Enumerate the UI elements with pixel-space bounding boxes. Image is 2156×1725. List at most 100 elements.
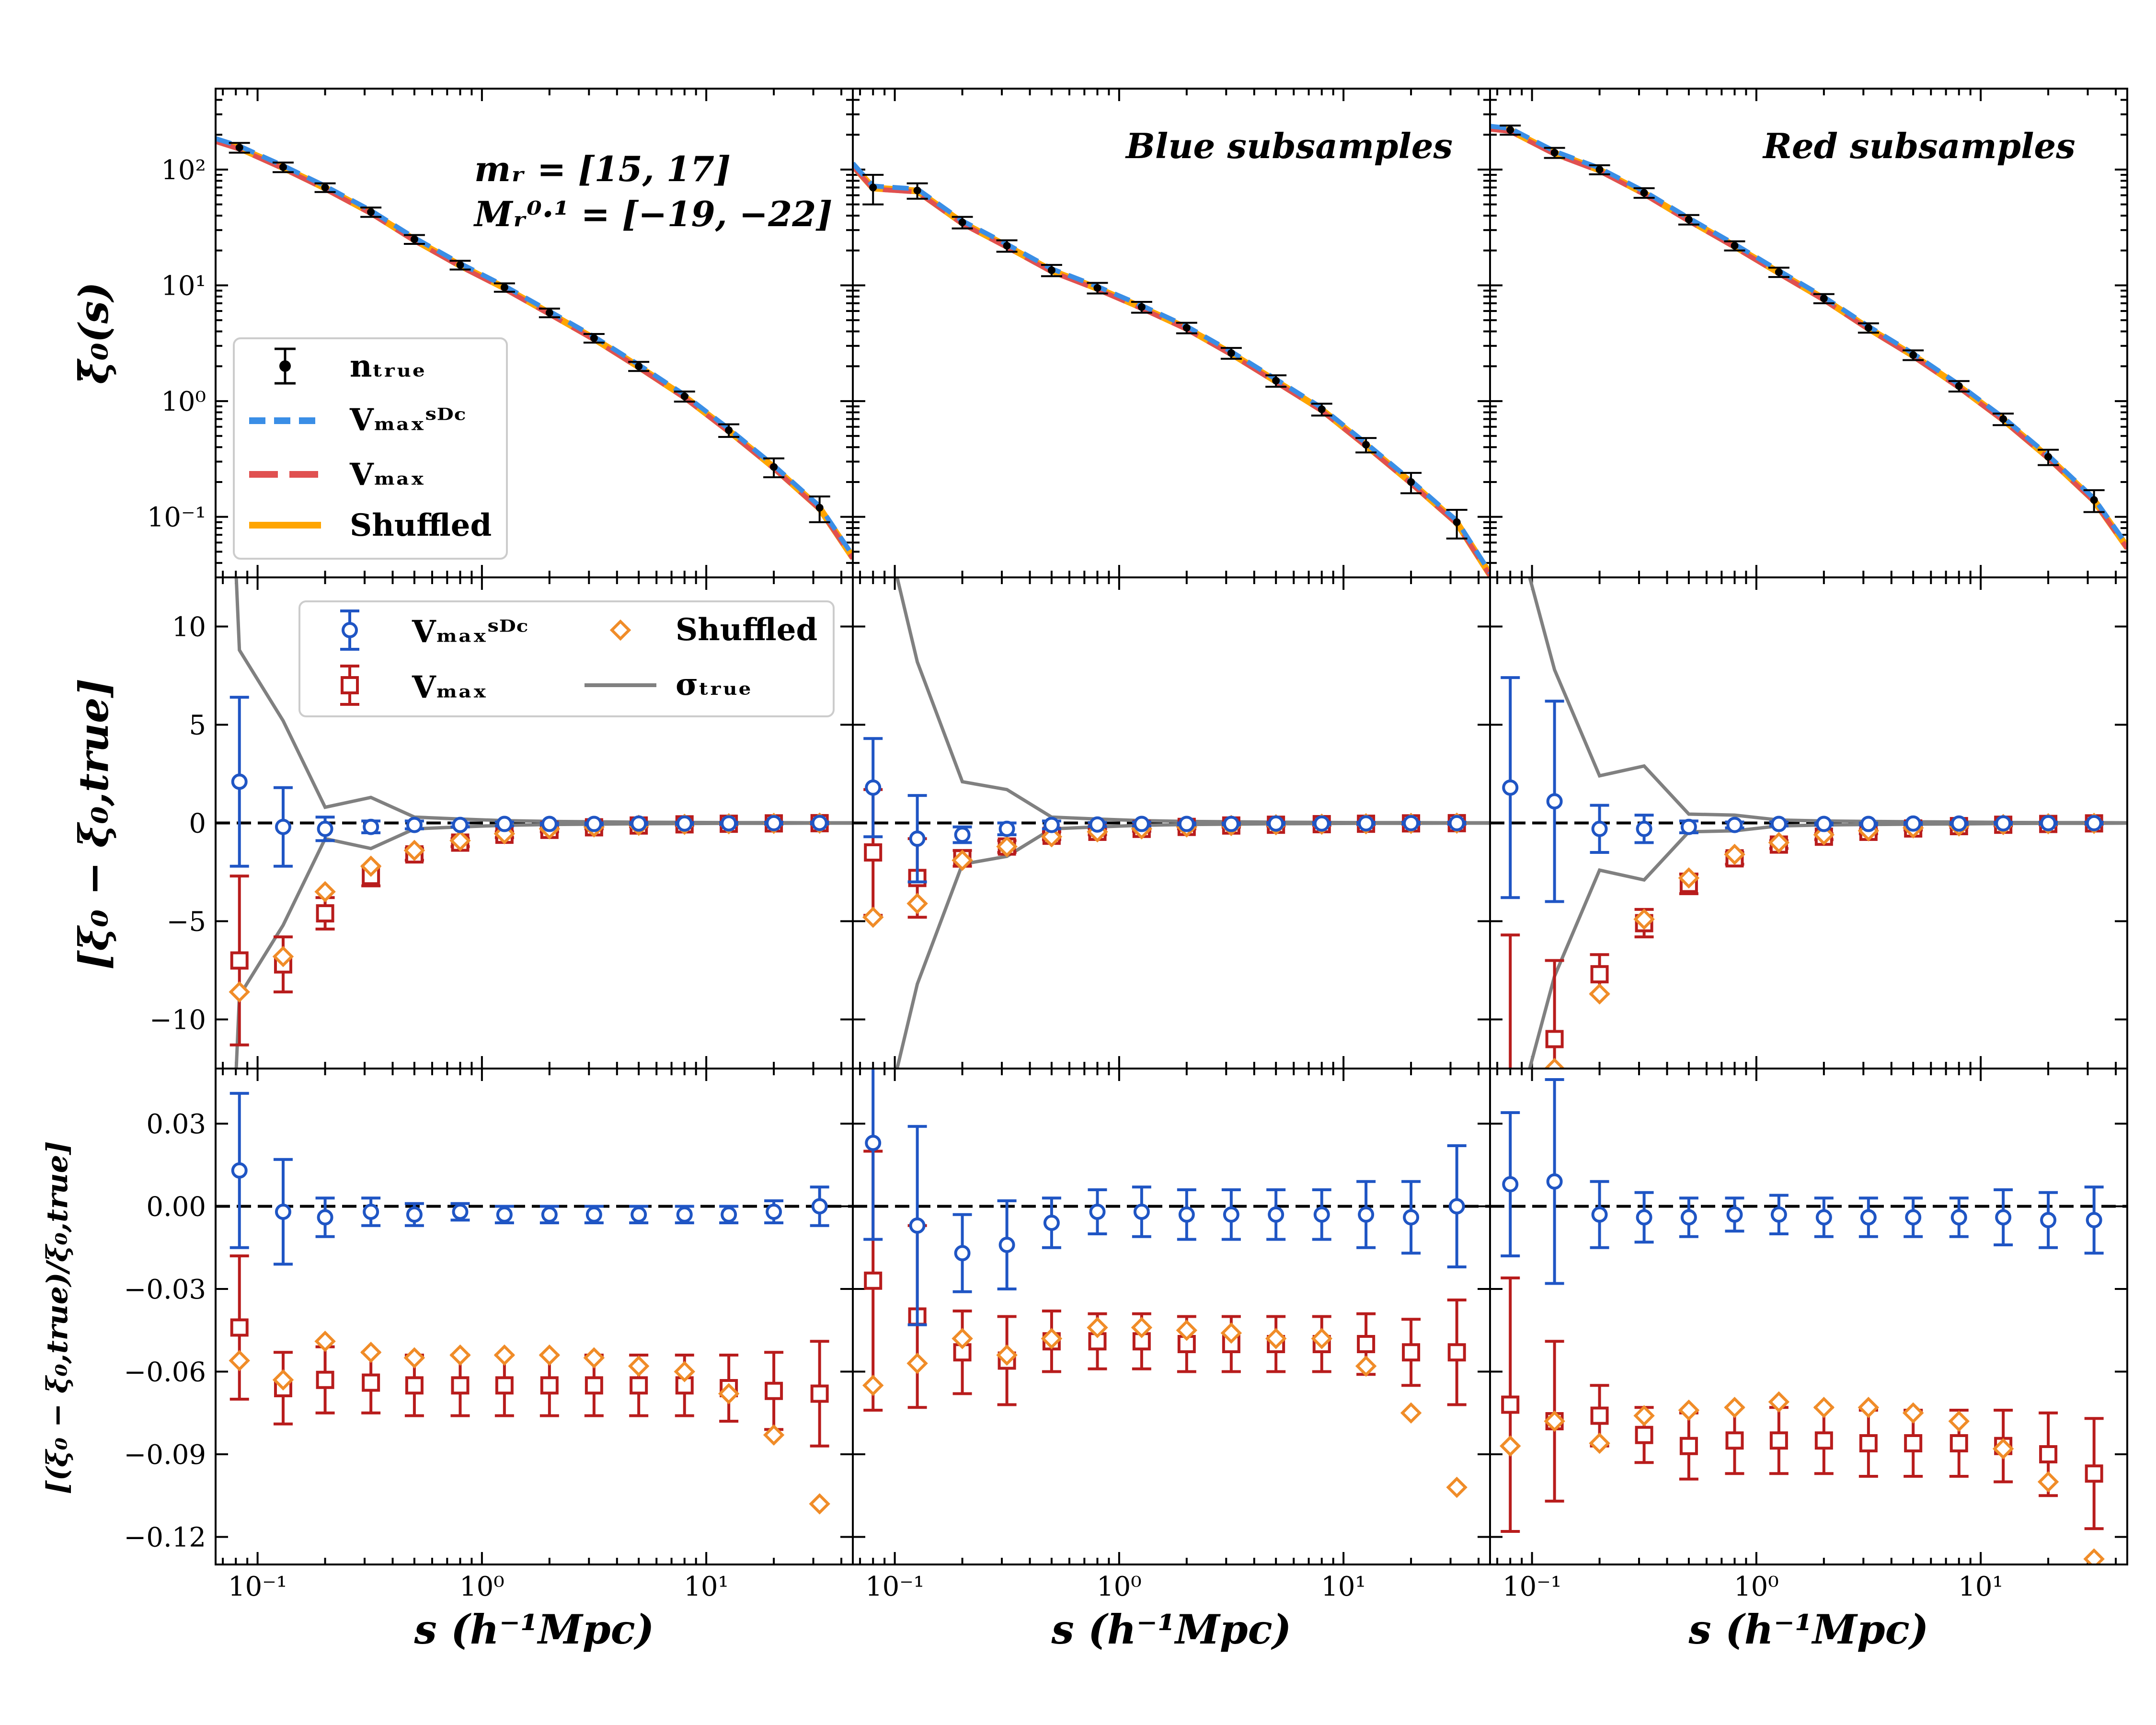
legend-mid-sigma-label: σₜᵣᵤₑ xyxy=(676,667,752,702)
shuffled-point xyxy=(2083,1548,2105,1564)
panel-3-bot-frame xyxy=(1489,1068,2128,1565)
legend-mid-vmax-sdc-marker xyxy=(340,610,359,651)
vmax-sdc-point xyxy=(1268,815,1284,832)
y-tick-label-bot: 0.03 xyxy=(146,1109,206,1140)
shuffled-point xyxy=(1087,1317,1108,1338)
truth-point xyxy=(1227,349,1235,357)
vmax-point xyxy=(230,951,249,970)
panel-2-bot-series xyxy=(853,1069,1490,1498)
vmax-sdc-point xyxy=(721,1206,737,1223)
y-tick-label-mid: 10 xyxy=(172,612,206,643)
vmax-sdc-point xyxy=(954,1245,971,1262)
truth-point xyxy=(235,143,243,151)
vmax-sdc-point xyxy=(1358,815,1375,832)
series-vmax-line xyxy=(216,139,853,560)
shuffled-point xyxy=(449,1344,471,1366)
series-sigma-lower xyxy=(234,821,853,1069)
vmax-sdc-point xyxy=(1358,1206,1375,1223)
vmax-sdc-point xyxy=(676,815,693,832)
legend-top-frame xyxy=(233,337,508,560)
truth-point xyxy=(815,504,824,512)
vmax-sdc-point xyxy=(1223,816,1239,832)
shuffled-point xyxy=(1544,1410,1565,1432)
vmax-sdc-point xyxy=(1089,1204,1106,1220)
vmax-sdc-point xyxy=(585,816,602,832)
annotation-red: Red subsamples xyxy=(1762,126,2076,166)
legend-mid-vmax-marker xyxy=(340,665,359,706)
truth-point xyxy=(1137,303,1146,311)
legend-mid: Vₘₐₓˢᴰᶜ Shuffled Vₘₐₓ σₜᵣᵤₑ xyxy=(298,600,835,717)
truth-point xyxy=(1685,216,1693,224)
truth-point xyxy=(590,334,598,342)
truth-point xyxy=(1955,382,1963,390)
vmax-sdc-point xyxy=(865,1135,882,1151)
vmax-sdc-point xyxy=(496,816,513,832)
vmax-point xyxy=(953,1343,972,1362)
legend-top-n-true-marker xyxy=(275,347,296,385)
vmax-point xyxy=(405,1376,424,1395)
legend-mid-shuffled-label: Shuffled xyxy=(676,612,817,648)
x-tick-label: 10¹ xyxy=(1958,1571,2003,1602)
x-tick-label: 10¹ xyxy=(684,1571,729,1602)
vmax-point xyxy=(630,1376,648,1395)
vmax-point xyxy=(451,1376,470,1395)
vmax-sdc-point xyxy=(766,1204,782,1220)
vmax-sdc-point xyxy=(1313,815,1330,832)
shuffled-point xyxy=(1902,1402,1924,1424)
vmax-sdc-point xyxy=(406,1206,423,1223)
y-title-bot: [(ξ₀ − ξ₀,true)/ξ₀,true] xyxy=(41,1141,74,1495)
shuffled-point xyxy=(1948,1410,1970,1432)
shuffled-point xyxy=(583,1347,605,1368)
x-tick-label: 10⁻¹ xyxy=(865,1571,924,1602)
vmax-sdc-point xyxy=(1995,815,2012,832)
shuffled-point xyxy=(952,1328,973,1349)
vmax-point xyxy=(810,1384,829,1403)
shuffled-point xyxy=(1400,1402,1422,1424)
x-title-panel-1: s (h⁻¹Mpc) xyxy=(413,1606,654,1653)
vmax-sdc-point xyxy=(909,1217,926,1234)
vmax-sdc-point xyxy=(1043,816,1060,833)
vmax-point xyxy=(1590,965,1609,984)
shuffled-point xyxy=(1678,867,1700,889)
shuffled-point xyxy=(763,1424,785,1446)
vmax-point xyxy=(1814,1431,1833,1450)
panel-3-mid-series xyxy=(1490,577,2127,1069)
vmax-sdc-point xyxy=(406,816,423,833)
vmax-point xyxy=(864,843,883,862)
y-tick-label-bot: −0.03 xyxy=(124,1274,206,1305)
vmax-sdc-point xyxy=(1815,816,1832,832)
shuffled-point xyxy=(1589,1432,1610,1454)
y-tick-label-mid: −5 xyxy=(166,907,206,938)
vmax-sdc-point xyxy=(1089,816,1106,833)
panel-2-mid-series xyxy=(853,577,1490,1069)
vmax-sdc-point xyxy=(231,773,248,790)
y-tick-label-bot: 0.00 xyxy=(146,1192,206,1223)
truth-point xyxy=(2044,453,2053,461)
vmax-sdc-point xyxy=(2086,1212,2102,1229)
annotation-blue: Blue subsamples xyxy=(1125,126,1453,166)
vmax-point xyxy=(230,1318,249,1337)
y-tick-label-top: 10² xyxy=(161,155,206,186)
vmax-point xyxy=(1859,1434,1878,1452)
vmax-sdc-point xyxy=(1815,1209,1832,1226)
shuffled-point xyxy=(2037,1471,2059,1493)
vmax-sdc-point xyxy=(998,820,1015,837)
vmax-point xyxy=(316,904,334,923)
vmax-point xyxy=(1447,1343,1466,1362)
vmax-sdc-point xyxy=(1905,1209,1922,1226)
vmax-sdc-point xyxy=(721,815,737,832)
vmax-sdc-point xyxy=(363,1204,379,1220)
truth-point xyxy=(635,362,643,370)
shuffled-point xyxy=(272,1369,294,1391)
y-tick-label-bot: −0.06 xyxy=(124,1357,206,1388)
vmax-sdc-point xyxy=(496,1206,513,1223)
vmax-sdc-point xyxy=(631,1206,647,1223)
vmax-sdc-point xyxy=(275,818,291,835)
shuffled-point xyxy=(1499,1435,1521,1457)
shuffled-point xyxy=(1544,1058,1565,1069)
truth-point xyxy=(1453,518,1461,526)
shuffled-point xyxy=(1724,843,1745,865)
shuffled-point xyxy=(1589,983,1610,1005)
truth-point xyxy=(1775,268,1783,276)
vmax-point xyxy=(1725,1431,1744,1450)
